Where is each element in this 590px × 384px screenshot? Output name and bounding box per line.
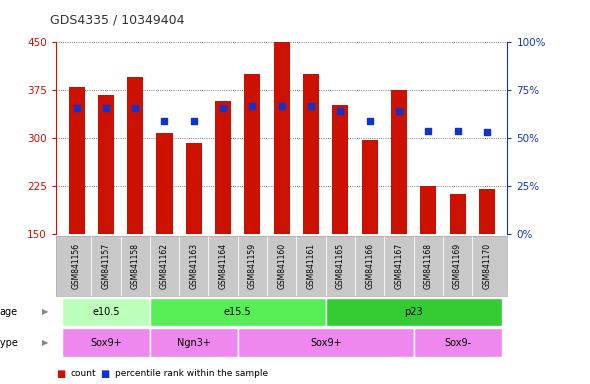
Bar	[150, 298, 326, 326]
Bar	[326, 298, 502, 326]
Bar	[274, 42, 290, 234]
Text: Sox9+: Sox9+	[90, 338, 122, 348]
Text: GSM841157: GSM841157	[101, 243, 110, 289]
Text: p23: p23	[404, 307, 423, 317]
Point	[72, 104, 81, 111]
Bar	[244, 74, 260, 234]
Text: cell type: cell type	[0, 338, 18, 348]
Point	[218, 104, 228, 111]
Text: ▶: ▶	[42, 338, 49, 347]
Bar	[420, 186, 437, 234]
Text: GSM841160: GSM841160	[277, 243, 286, 289]
Text: GSM841156: GSM841156	[72, 243, 81, 289]
Bar	[238, 328, 414, 357]
Text: ■: ■	[56, 369, 65, 379]
Bar	[127, 78, 143, 234]
Text: GSM841158: GSM841158	[130, 243, 140, 289]
Text: count: count	[71, 369, 96, 378]
Bar	[479, 189, 495, 234]
Bar	[414, 328, 502, 357]
Text: GSM841166: GSM841166	[365, 243, 374, 289]
Text: GSM841161: GSM841161	[307, 243, 316, 289]
Text: GSM841163: GSM841163	[189, 243, 198, 289]
Point	[248, 103, 257, 109]
Bar	[62, 298, 150, 326]
Point	[101, 104, 110, 111]
Point	[189, 118, 198, 124]
Point	[394, 108, 404, 114]
Bar	[332, 105, 349, 234]
Point	[277, 103, 286, 109]
Point	[306, 103, 316, 109]
Text: age: age	[0, 307, 18, 317]
Text: GSM841164: GSM841164	[219, 243, 228, 289]
Point	[160, 118, 169, 124]
Text: GSM841165: GSM841165	[336, 243, 345, 289]
Text: GSM841167: GSM841167	[395, 243, 404, 289]
Text: Sox9-: Sox9-	[444, 338, 471, 348]
Text: e15.5: e15.5	[224, 307, 251, 317]
Point	[365, 118, 375, 124]
Bar	[62, 328, 150, 357]
Text: GSM841168: GSM841168	[424, 243, 433, 289]
Text: ▶: ▶	[42, 308, 49, 316]
Bar	[150, 328, 238, 357]
Text: Ngn3+: Ngn3+	[177, 338, 211, 348]
Point	[453, 127, 463, 134]
Text: GSM841170: GSM841170	[483, 243, 491, 289]
Bar	[303, 74, 319, 234]
Point	[336, 108, 345, 114]
Point	[482, 129, 491, 136]
Bar	[391, 90, 407, 234]
Text: GSM841169: GSM841169	[453, 243, 462, 289]
Point	[424, 127, 433, 134]
Text: e10.5: e10.5	[92, 307, 120, 317]
Bar	[156, 133, 172, 234]
Bar	[215, 101, 231, 234]
Bar	[450, 194, 466, 234]
Text: GDS4335 / 10349404: GDS4335 / 10349404	[50, 14, 185, 27]
Bar	[68, 87, 84, 234]
Point	[130, 104, 140, 111]
Bar	[362, 140, 378, 234]
Text: ■: ■	[100, 369, 110, 379]
Bar	[186, 143, 202, 234]
Bar	[98, 95, 114, 234]
Text: GSM841162: GSM841162	[160, 243, 169, 289]
Text: percentile rank within the sample: percentile rank within the sample	[115, 369, 268, 378]
Text: GSM841159: GSM841159	[248, 243, 257, 289]
Text: Sox9+: Sox9+	[310, 338, 342, 348]
